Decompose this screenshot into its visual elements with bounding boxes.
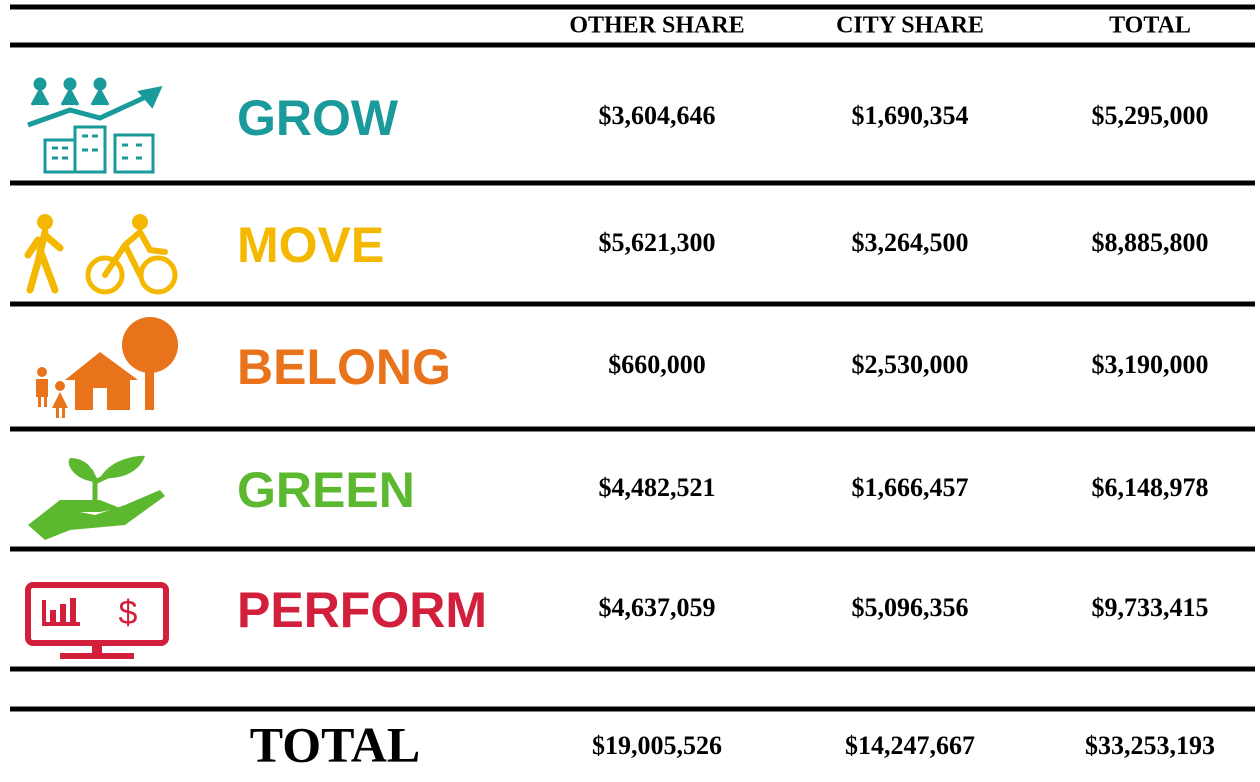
cell-value: $5,295,000 [1092,101,1209,130]
cell-value: $4,637,059 [599,593,716,622]
row-label: BELONG [237,339,451,395]
cell-value: $5,096,356 [852,593,969,622]
total-label: TOTAL [250,716,420,772]
column-header: TOTAL [1109,13,1191,39]
green-icon [28,455,165,540]
cell-value: $8,885,800 [1092,228,1209,257]
cell-value: $3,190,000 [1092,350,1209,379]
cell-value: $3,264,500 [852,228,969,257]
cell-value: $3,604,646 [599,101,716,130]
column-header: CITY SHARE [836,13,984,39]
total-value: $33,253,193 [1085,731,1215,760]
cell-value: $4,482,521 [599,473,716,502]
cell-value: $1,666,457 [852,473,969,502]
cell-value: $2,530,000 [852,350,969,379]
row-label: MOVE [237,217,384,273]
cell-value: $660,000 [608,350,706,379]
cell-value: $1,690,354 [852,101,969,130]
column-header: OTHER SHARE [569,13,744,39]
total-value: $14,247,667 [845,731,975,760]
row-label: PERFORM [237,582,487,638]
row-label: GROW [237,90,399,146]
cell-value: $5,621,300 [599,228,716,257]
cell-value: $9,733,415 [1092,593,1209,622]
belong-icon [36,317,178,418]
dollar-glyph: $ [119,594,138,632]
total-value: $19,005,526 [592,731,722,760]
row-label: GREEN [237,462,415,518]
rules [10,4,1255,712]
move-icon [24,214,178,295]
cell-value: $6,148,978 [1092,473,1209,502]
perform-icon: $ [25,582,169,659]
grow-icon [27,77,163,174]
